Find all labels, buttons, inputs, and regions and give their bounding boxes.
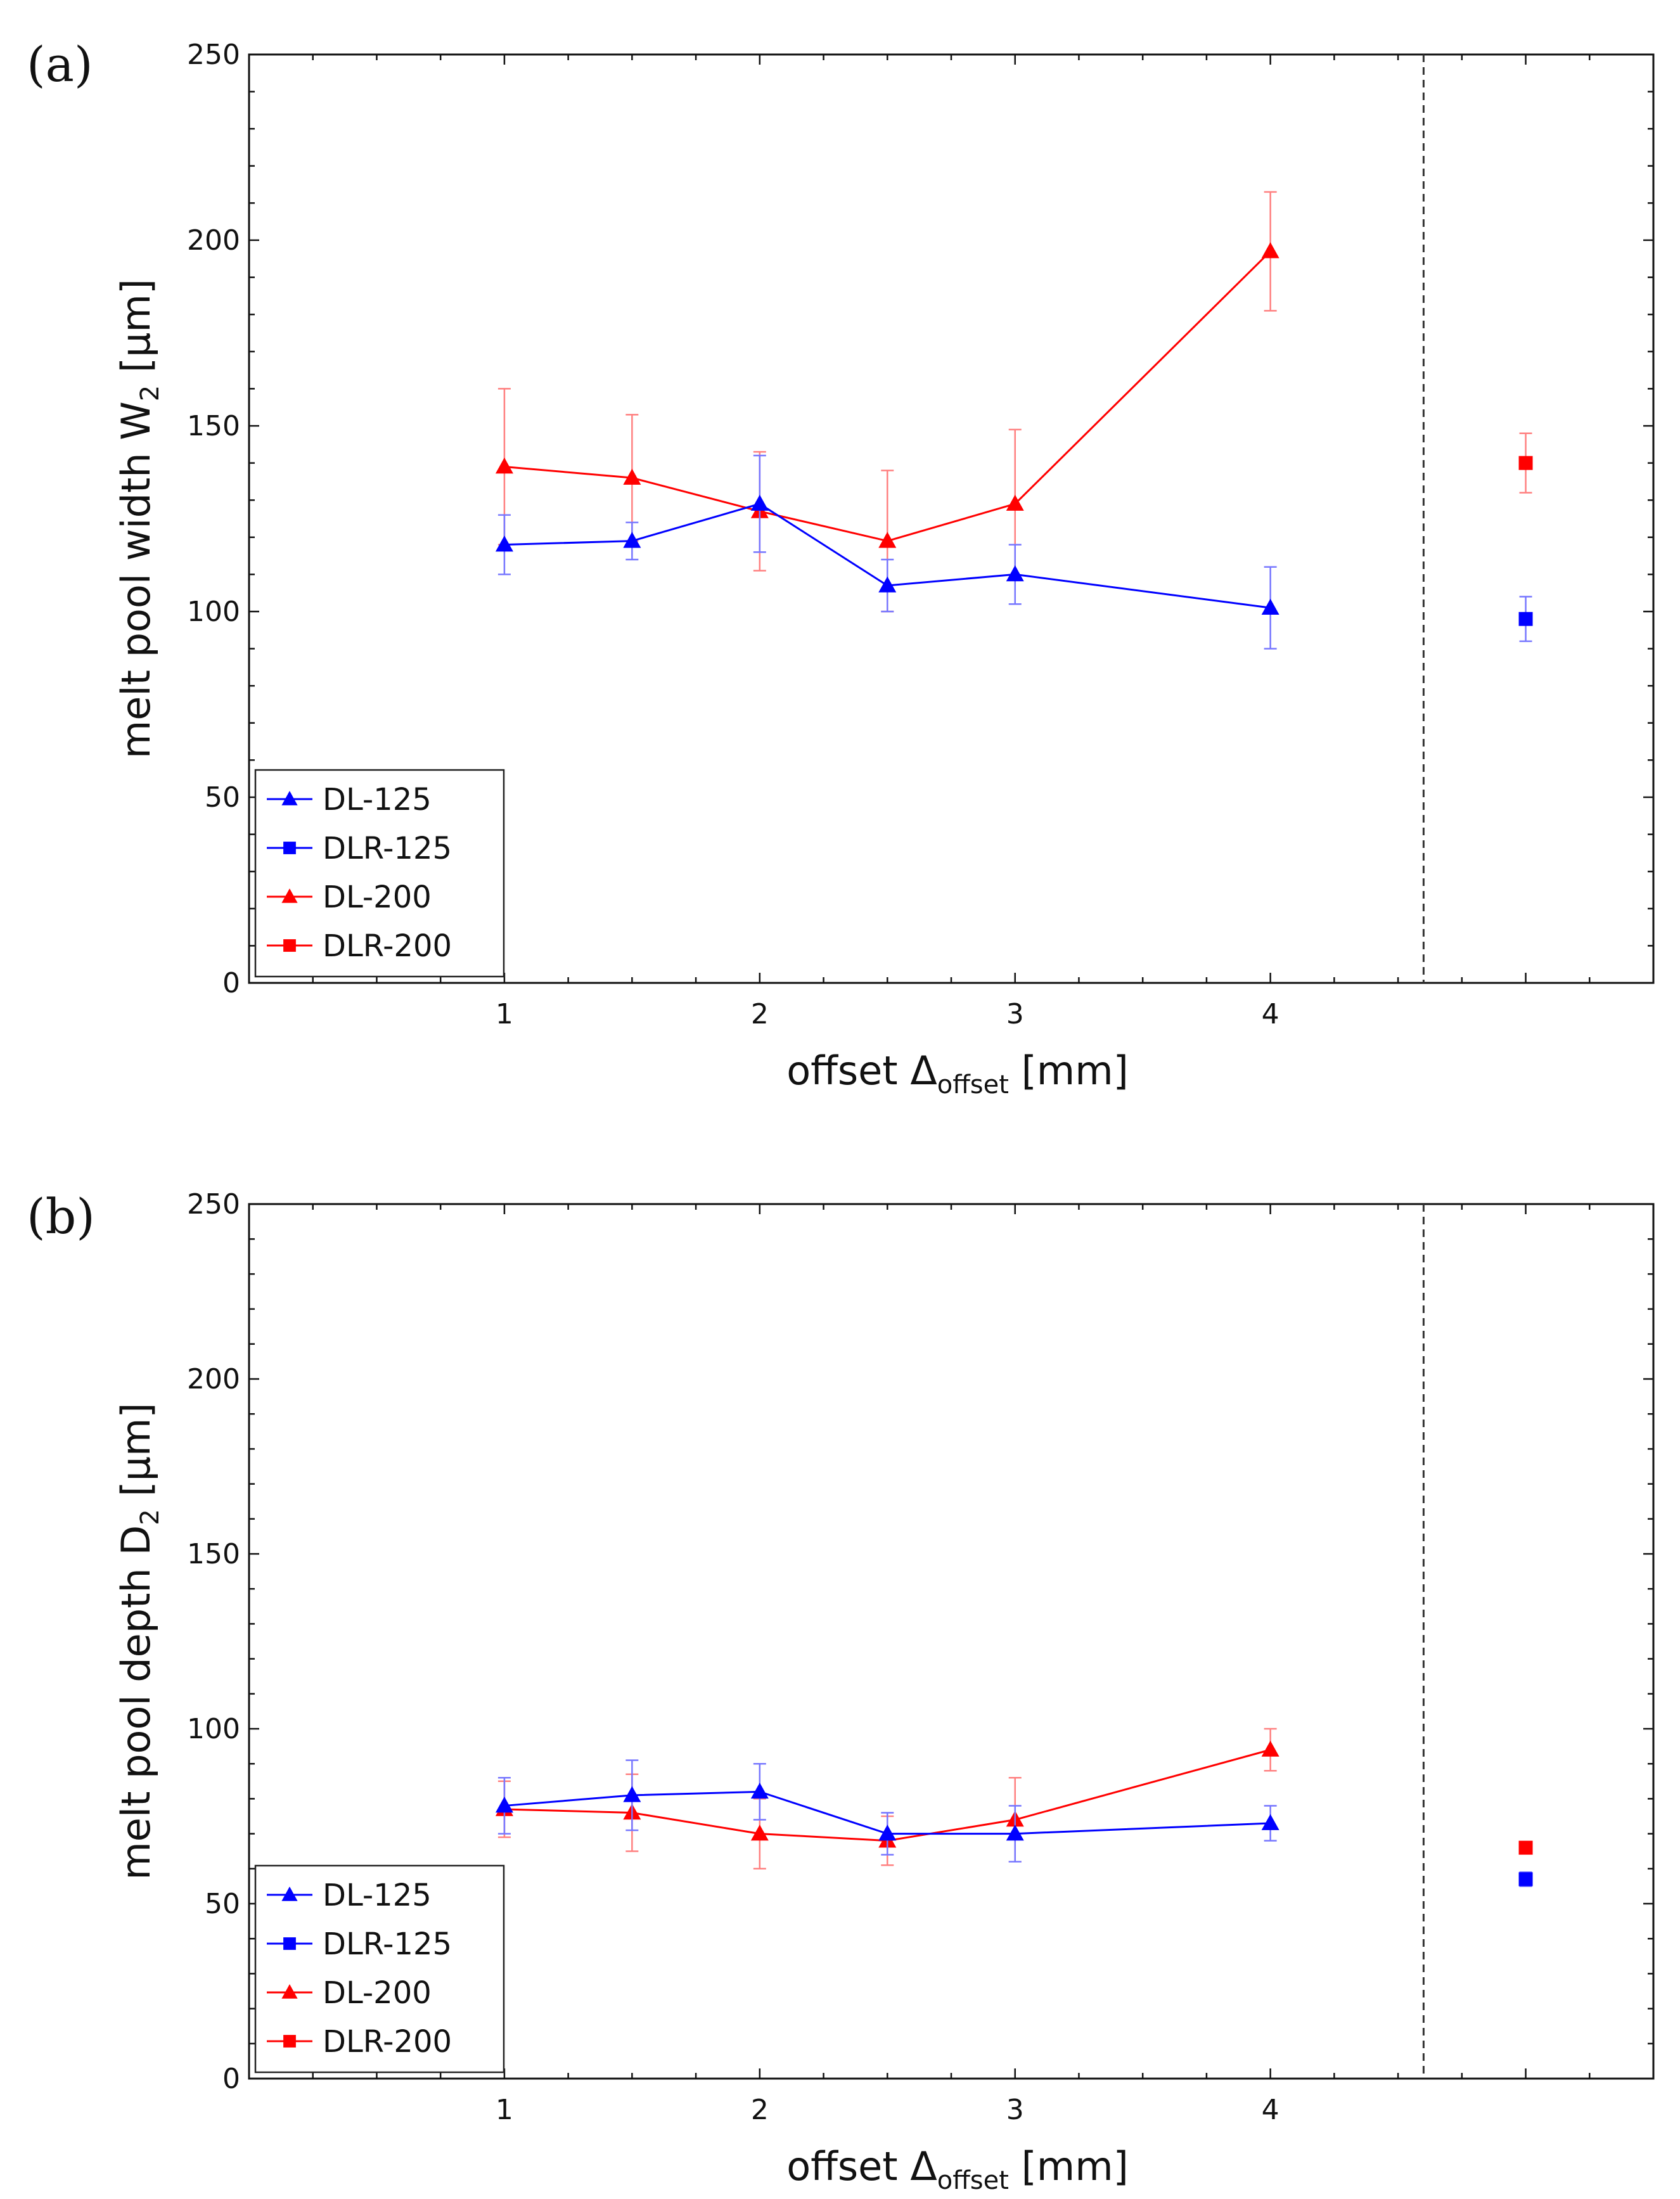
- series-dlr-125: [1518, 596, 1533, 643]
- x-tick-label: 2: [751, 2094, 769, 2126]
- y-tick-label: 50: [205, 781, 240, 814]
- x-tick-label: 1: [496, 998, 513, 1030]
- legend-marker: [281, 888, 298, 903]
- x-tick-label: 3: [1006, 2094, 1024, 2126]
- legend-label: DL-125: [323, 782, 432, 817]
- y-axis-title-unit: [µm]: [113, 279, 159, 385]
- data-point: [1518, 1840, 1533, 1855]
- y-tick-label: 250: [187, 39, 240, 71]
- series-dl-125: [495, 454, 1279, 650]
- y-tick-label: 250: [187, 1188, 240, 1221]
- y-axis-title: melt pool depth D2 [µm]: [113, 1402, 165, 1880]
- chart-panel-a: (a) 0 50 100 150 200 250 1 2 3 4 offset Δoffset [mm…: [27, 36, 1655, 1100]
- y-tick-label: 150: [187, 410, 240, 442]
- chart-panel-b: (b) 0 50 100 150 200 250 1 2 3 4 offset Δoffset [mm…: [27, 1188, 1655, 2195]
- x-axis-title-sub: offset: [937, 2166, 1009, 2195]
- y-tick-label: 200: [187, 224, 240, 257]
- data-point: [878, 532, 897, 548]
- series-dl-200: [495, 1728, 1279, 1870]
- x-axis-title: offset Δoffset [mm]: [786, 2143, 1129, 2195]
- x-axis-title-unit: [mm]: [1009, 2143, 1129, 2189]
- data-point: [1261, 598, 1279, 615]
- panel-label: (a): [27, 36, 93, 93]
- data-point: [495, 458, 513, 474]
- data-point: [1261, 242, 1279, 259]
- y-axis-title-main: melt pool depth D: [113, 1525, 159, 1880]
- series-line: [504, 1748, 1271, 1842]
- y-axis-title: melt pool width W2 [µm]: [113, 279, 165, 759]
- data-point: [1518, 1872, 1533, 1887]
- x-axis-title-unit: [mm]: [1009, 1048, 1129, 1094]
- data-point: [623, 1786, 641, 1802]
- x-tick-label: 2: [751, 998, 769, 1030]
- data-point: [1518, 612, 1533, 626]
- series-dlr-200: [1518, 432, 1533, 494]
- legend-marker: [281, 1984, 298, 1999]
- y-axis-title-sub: 2: [136, 1509, 165, 1525]
- y-tick-label: 50: [205, 1888, 240, 1920]
- legend-label: DLR-200: [323, 2024, 452, 2060]
- legend: DL-125 DLR-125 DL-200 DLR-200: [254, 769, 505, 978]
- x-tick-label: 4: [1262, 998, 1279, 1030]
- series-dl-125: [495, 1759, 1279, 1863]
- series-line: [504, 1790, 1271, 1835]
- data-point: [623, 532, 641, 548]
- legend: DL-125 DLR-125 DL-200 DLR-200: [254, 1864, 505, 2074]
- y-axis-title-sub: 2: [136, 385, 165, 401]
- legend-label: DLR-125: [323, 831, 452, 866]
- series-dlr-125: [1518, 1871, 1533, 1887]
- y-tick-label: 200: [187, 1363, 240, 1395]
- data-point: [750, 1824, 769, 1841]
- data-point: [750, 494, 769, 511]
- y-tick-label: 150: [187, 1538, 240, 1570]
- legend-label: DLR-125: [323, 1927, 452, 1962]
- data-point: [878, 1824, 897, 1841]
- panel-label: (b): [27, 1188, 95, 1245]
- x-tick-label: 3: [1006, 998, 1024, 1030]
- series-dl-200: [495, 191, 1279, 613]
- data-point: [750, 1782, 769, 1799]
- data-point: [878, 576, 897, 593]
- x-axis-title-sub: offset: [937, 1070, 1009, 1100]
- y-tick-label: 0: [222, 2063, 240, 2095]
- y-axis-title-main: melt pool width W: [113, 401, 159, 759]
- y-tick-label: 0: [222, 967, 240, 999]
- data-point: [495, 1797, 513, 1813]
- data-point: [1261, 1814, 1279, 1830]
- data-point: [1006, 494, 1024, 511]
- data-point: [623, 468, 641, 485]
- data-point: [1006, 565, 1024, 582]
- data-point: [1261, 1740, 1279, 1757]
- legend-label: DL-200: [323, 880, 432, 915]
- y-axis-title-unit: [µm]: [113, 1402, 159, 1509]
- y-tick-label: 100: [187, 596, 240, 628]
- legend-marker: [281, 791, 298, 805]
- series-line: [504, 503, 1271, 609]
- x-tick-label: 4: [1262, 2094, 1279, 2126]
- legend-label: DL-200: [323, 1975, 432, 2011]
- legend-marker: [283, 2035, 296, 2048]
- x-axis-title-main: offset Δ: [786, 1048, 937, 1094]
- legend-marker: [283, 1937, 296, 1950]
- x-axis-title: offset Δoffset [mm]: [786, 1048, 1129, 1100]
- x-axis-title-main: offset Δ: [786, 2143, 937, 2189]
- legend-label: DL-125: [323, 1878, 432, 1913]
- x-tick-label: 1: [496, 2094, 513, 2126]
- data-point: [1518, 456, 1533, 470]
- legend-marker: [283, 842, 296, 854]
- data-point: [1006, 1824, 1024, 1841]
- legend-label: DLR-200: [323, 928, 452, 964]
- data-point: [495, 535, 513, 552]
- legend-marker: [281, 1887, 298, 1901]
- series-line: [504, 250, 1271, 542]
- legend-marker: [283, 939, 296, 952]
- series-dlr-200: [1518, 1840, 1533, 1855]
- y-tick-label: 100: [187, 1713, 240, 1745]
